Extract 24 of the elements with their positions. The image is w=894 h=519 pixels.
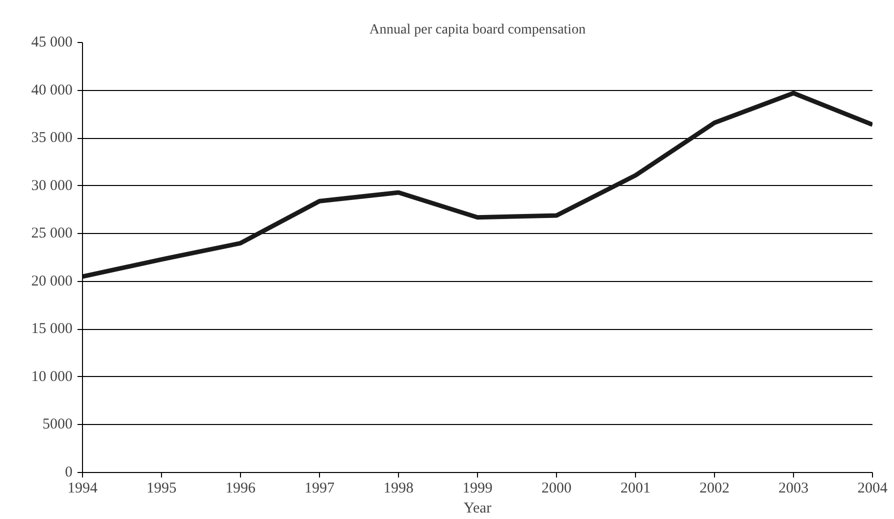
x-tick-label: 2003: [778, 480, 808, 496]
line-series: [82, 90, 872, 279]
y-tick-label: 40 000: [31, 82, 72, 98]
x-tick-label: 2004: [858, 480, 888, 496]
x-tick-label: 2000: [542, 480, 572, 496]
x-tick-label: 2001: [620, 480, 650, 496]
y-tick-label: 20 000: [31, 273, 72, 290]
x-tick-label: 1998: [384, 480, 414, 496]
y-tick-label: 5000: [42, 416, 72, 433]
x-tick-label: 1999: [462, 480, 492, 496]
chart-title: Annual per capita board compensation: [369, 22, 586, 38]
y-tick-label: 10 000: [31, 368, 72, 385]
y-tick-label: 35 000: [31, 130, 72, 146]
y-tick-label: 45 000: [31, 34, 72, 50]
x-tick-label: 2002: [700, 480, 730, 496]
x-tick-label: 1997: [304, 480, 335, 496]
y-tick-label: 0: [65, 464, 72, 480]
y-tick-label: 15 000: [31, 321, 72, 338]
y-tick-label: 25 000: [31, 226, 72, 242]
x-axis-title: Year: [464, 500, 492, 516]
x-tick-label: 1996: [226, 480, 256, 496]
x-tick-label: 1995: [146, 480, 176, 496]
y-tick-label: 30 000: [31, 178, 72, 194]
x-tick-label: 1994: [68, 480, 98, 496]
